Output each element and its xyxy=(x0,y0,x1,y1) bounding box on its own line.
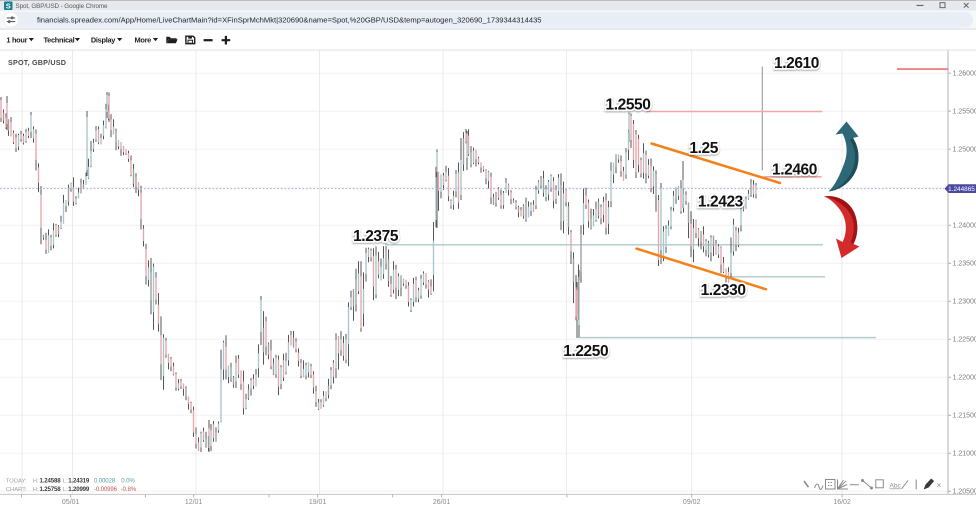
svg-text:1.2550: 1.2550 xyxy=(605,97,650,114)
svg-text:-0.8%: -0.8% xyxy=(121,486,137,493)
svg-text:L:: L: xyxy=(63,478,68,484)
svg-text:09/02: 09/02 xyxy=(683,499,701,506)
svg-text:1.25500: 1.25500 xyxy=(953,109,976,116)
svg-text:12/01: 12/01 xyxy=(185,499,203,506)
svg-text:1.2250: 1.2250 xyxy=(563,343,608,360)
svg-text:0.0%: 0.0% xyxy=(121,477,135,484)
svg-text:1.24588: 1.24588 xyxy=(40,477,62,484)
svg-text:1.2610: 1.2610 xyxy=(774,55,819,72)
svg-text:1.20999: 1.20999 xyxy=(68,486,90,493)
svg-text:Display: Display xyxy=(91,36,116,45)
svg-text:1.25: 1.25 xyxy=(689,140,718,157)
svg-text:Technical: Technical xyxy=(44,36,75,45)
svg-text:1.25000: 1.25000 xyxy=(953,147,976,154)
svg-text:1.23000: 1.23000 xyxy=(953,299,976,306)
svg-text:1.244865: 1.244865 xyxy=(948,186,975,193)
svg-text:26/01: 26/01 xyxy=(433,499,451,506)
svg-text:1.21500: 1.21500 xyxy=(953,413,976,420)
svg-text:Spot, GBP/USD - Google Chrome: Spot, GBP/USD - Google Chrome xyxy=(16,3,109,10)
svg-text:×: × xyxy=(937,481,942,490)
svg-text:1.23500: 1.23500 xyxy=(953,261,976,268)
svg-text:1.22000: 1.22000 xyxy=(953,375,976,382)
svg-text:Abc: Abc xyxy=(890,483,902,490)
svg-text:More: More xyxy=(135,36,152,45)
svg-text:SPOT, GBP/USD: SPOT, GBP/USD xyxy=(8,58,66,67)
svg-text:1.2423: 1.2423 xyxy=(698,194,744,211)
svg-text:1.20500: 1.20500 xyxy=(953,489,976,496)
svg-text:1.22500: 1.22500 xyxy=(953,337,976,344)
svg-text:1.24319: 1.24319 xyxy=(68,477,90,484)
svg-text:1.2330: 1.2330 xyxy=(701,282,746,299)
svg-text:1.21000: 1.21000 xyxy=(953,451,976,458)
svg-text:CHART:: CHART: xyxy=(6,487,28,493)
svg-text:S: S xyxy=(6,1,11,10)
svg-text:19/01: 19/01 xyxy=(309,499,327,506)
svg-text:1.2460: 1.2460 xyxy=(772,162,817,179)
svg-text:16/02: 16/02 xyxy=(833,499,851,506)
svg-text:financials.spreadex.com/App/Ho: financials.spreadex.com/App/Home/LiveCha… xyxy=(37,16,542,25)
svg-text:1 hour: 1 hour xyxy=(6,36,27,45)
svg-text:TODAY:: TODAY: xyxy=(6,478,27,484)
svg-text:0.00028: 0.00028 xyxy=(94,477,116,484)
svg-text:1.24000: 1.24000 xyxy=(953,223,976,230)
svg-text:1.26000: 1.26000 xyxy=(953,71,976,78)
svg-text:L:: L: xyxy=(63,487,68,493)
svg-text:-0.00996: -0.00996 xyxy=(94,486,118,493)
svg-text:1.25758: 1.25758 xyxy=(40,486,62,493)
svg-text:H:: H: xyxy=(33,487,39,493)
svg-text:H:: H: xyxy=(33,478,39,484)
svg-text:1.2375: 1.2375 xyxy=(353,228,399,245)
svg-text:05/01: 05/01 xyxy=(62,499,80,506)
